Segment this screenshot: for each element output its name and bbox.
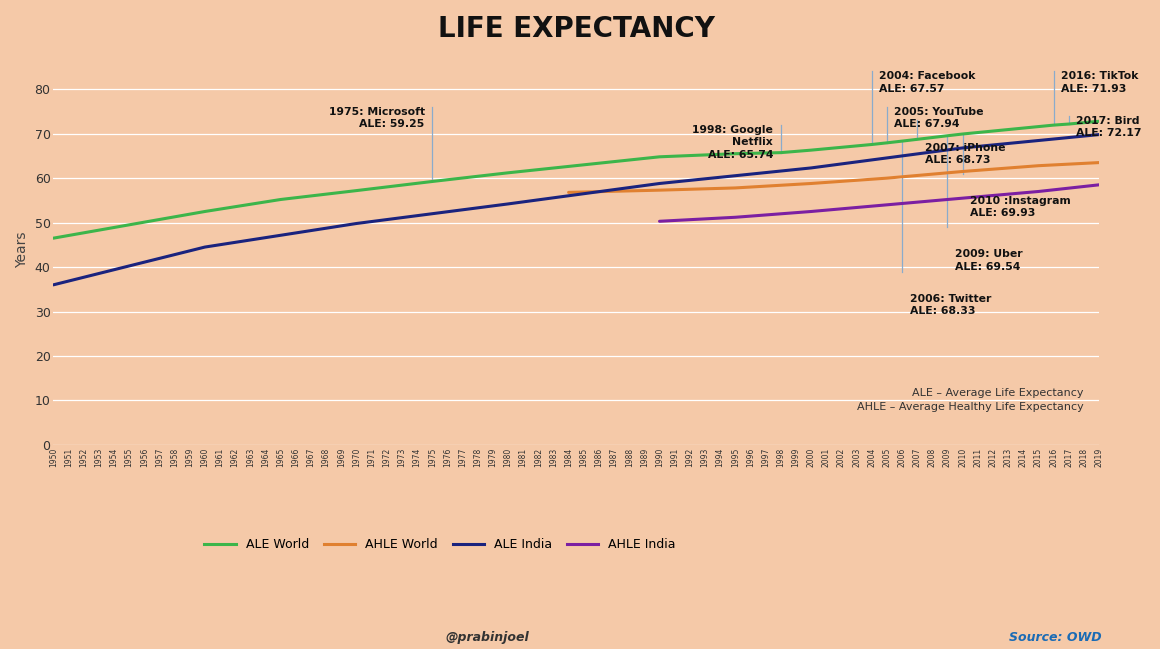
Y-axis label: Years: Years xyxy=(15,231,29,267)
Text: 2017: Bird
ALE: 72.17: 2017: Bird ALE: 72.17 xyxy=(1076,116,1141,138)
Text: @prabinjoel: @prabinjoel xyxy=(445,631,529,644)
Text: 1998: Google
Netflix
ALE: 65.74: 1998: Google Netflix ALE: 65.74 xyxy=(693,125,774,160)
Text: 2016: TikTok
ALE: 71.93: 2016: TikTok ALE: 71.93 xyxy=(1061,71,1138,94)
Text: 2005: YouTube
ALE: 67.94: 2005: YouTube ALE: 67.94 xyxy=(894,107,984,129)
Text: 1975: Microsoft
ALE: 59.25: 1975: Microsoft ALE: 59.25 xyxy=(328,107,425,129)
Text: Source: OWD: Source: OWD xyxy=(1009,631,1102,644)
Title: LIFE EXPECTANCY: LIFE EXPECTANCY xyxy=(437,15,715,43)
Text: 2004: Facebook
ALE: 67.57: 2004: Facebook ALE: 67.57 xyxy=(879,71,976,94)
Text: ALE – Average Life Expectancy
AHLE – Average Healthy Life Expectancy: ALE – Average Life Expectancy AHLE – Ave… xyxy=(856,387,1083,411)
Legend: ALE World, AHLE World, ALE India, AHLE India: ALE World, AHLE World, ALE India, AHLE I… xyxy=(200,533,681,556)
Text: 2010 :Instagram
ALE: 69.93: 2010 :Instagram ALE: 69.93 xyxy=(970,196,1071,218)
Text: 2009: Uber
ALE: 69.54: 2009: Uber ALE: 69.54 xyxy=(955,249,1023,272)
Text: 2006: Twitter
ALE: 68.33: 2006: Twitter ALE: 68.33 xyxy=(909,294,991,316)
Text: 2007: iPhone
ALE: 68.73: 2007: iPhone ALE: 68.73 xyxy=(925,143,1006,165)
